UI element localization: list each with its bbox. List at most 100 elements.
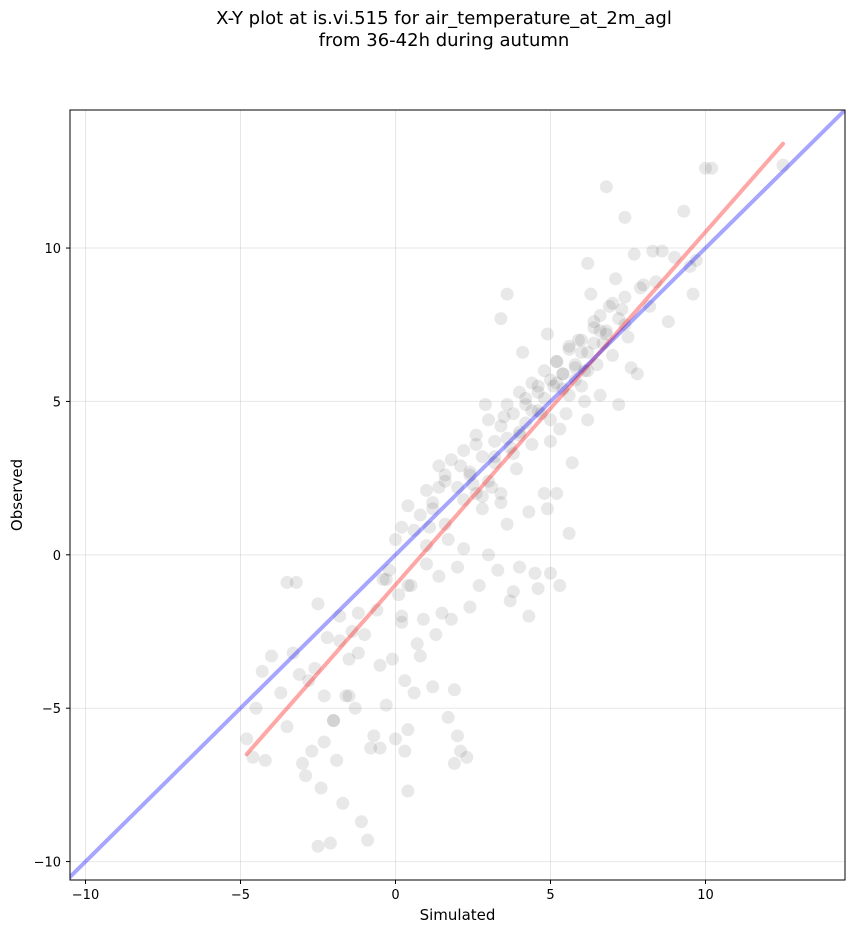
data-point — [482, 413, 495, 427]
data-point — [401, 723, 415, 737]
data-point — [457, 542, 471, 556]
data-point — [503, 440, 517, 454]
data-point — [581, 413, 595, 427]
x-tick-label: −5 — [231, 888, 250, 903]
data-point — [413, 508, 427, 522]
chart-title-line-2: from 36-42h during autumn — [318, 30, 570, 51]
data-point — [401, 578, 415, 592]
y-tick-label: 5 — [53, 395, 61, 410]
data-point — [482, 474, 495, 488]
data-point — [475, 450, 489, 464]
data-point — [379, 698, 393, 712]
data-point — [506, 407, 520, 421]
data-point — [776, 158, 790, 172]
data-point — [519, 416, 533, 430]
data-point — [537, 486, 551, 500]
data-point — [593, 388, 607, 402]
plot-frame — [69, 109, 846, 881]
data-point — [438, 468, 452, 482]
data-point — [286, 646, 300, 660]
data-point — [568, 373, 582, 387]
data-point — [454, 459, 468, 473]
data-point — [686, 287, 700, 301]
data-point — [531, 379, 545, 393]
data-point — [342, 689, 356, 703]
data-point — [578, 364, 592, 378]
data-point — [519, 398, 533, 412]
data-point — [581, 364, 595, 378]
data-point — [500, 398, 514, 412]
data-point — [367, 729, 381, 743]
data-point — [513, 385, 526, 399]
data-point — [407, 523, 421, 537]
data-point — [426, 496, 440, 510]
data-point — [612, 398, 626, 412]
data-point — [469, 437, 483, 451]
data-point — [451, 560, 464, 574]
data-point — [401, 499, 415, 513]
data-point — [683, 259, 697, 273]
one-to-one-line — [70, 110, 845, 880]
data-point — [463, 600, 477, 614]
x-axis-label: Simulated — [420, 906, 496, 924]
data-point — [677, 204, 691, 218]
data-point — [618, 290, 632, 304]
data-point — [420, 539, 433, 553]
data-point — [420, 483, 433, 497]
data-point — [593, 309, 607, 323]
data-point — [308, 661, 322, 675]
data-point — [599, 180, 613, 194]
data-point — [333, 634, 347, 648]
data-point — [568, 358, 582, 372]
data-point — [565, 456, 579, 470]
data-point — [423, 520, 437, 534]
data-point — [302, 674, 316, 688]
data-point — [416, 612, 430, 626]
data-point — [314, 781, 328, 795]
data-point — [661, 315, 675, 329]
data-point — [255, 664, 269, 678]
data-point — [488, 434, 502, 448]
data-point — [364, 741, 378, 755]
data-point — [488, 450, 502, 464]
data-point — [292, 667, 306, 681]
chart-title: X-Y plot at is.vi.515 for air_temperatur… — [0, 8, 854, 52]
data-point — [581, 345, 595, 359]
data-point — [351, 646, 365, 660]
data-point — [633, 281, 647, 295]
data-point — [531, 404, 545, 418]
data-point — [587, 336, 601, 350]
data-point — [358, 628, 371, 642]
data-point — [590, 358, 604, 372]
data-point — [556, 367, 570, 381]
data-point — [615, 302, 629, 316]
data-point — [500, 431, 514, 445]
data-point — [395, 520, 409, 534]
data-point — [447, 756, 461, 770]
data-point — [643, 299, 657, 313]
data-point — [547, 379, 561, 393]
data-point — [540, 502, 554, 516]
data-point — [317, 735, 331, 749]
data-point — [534, 407, 548, 421]
data-point — [500, 287, 514, 301]
data-point — [544, 566, 557, 580]
data-point — [500, 517, 514, 531]
data-point — [432, 459, 446, 473]
data-point — [516, 345, 530, 359]
data-point — [460, 750, 474, 764]
data-point — [556, 382, 570, 396]
data-point — [392, 588, 406, 602]
data-point — [382, 563, 396, 577]
data-point — [593, 324, 607, 338]
data-point — [246, 750, 260, 764]
x-tick-label: 5 — [546, 888, 554, 903]
data-point — [506, 447, 520, 461]
data-point — [426, 680, 440, 694]
y-tick-label: −10 — [34, 856, 61, 871]
data-point — [330, 753, 344, 767]
data-point — [550, 376, 564, 390]
data-point — [584, 287, 598, 301]
data-point — [587, 315, 601, 329]
data-point — [705, 161, 719, 175]
